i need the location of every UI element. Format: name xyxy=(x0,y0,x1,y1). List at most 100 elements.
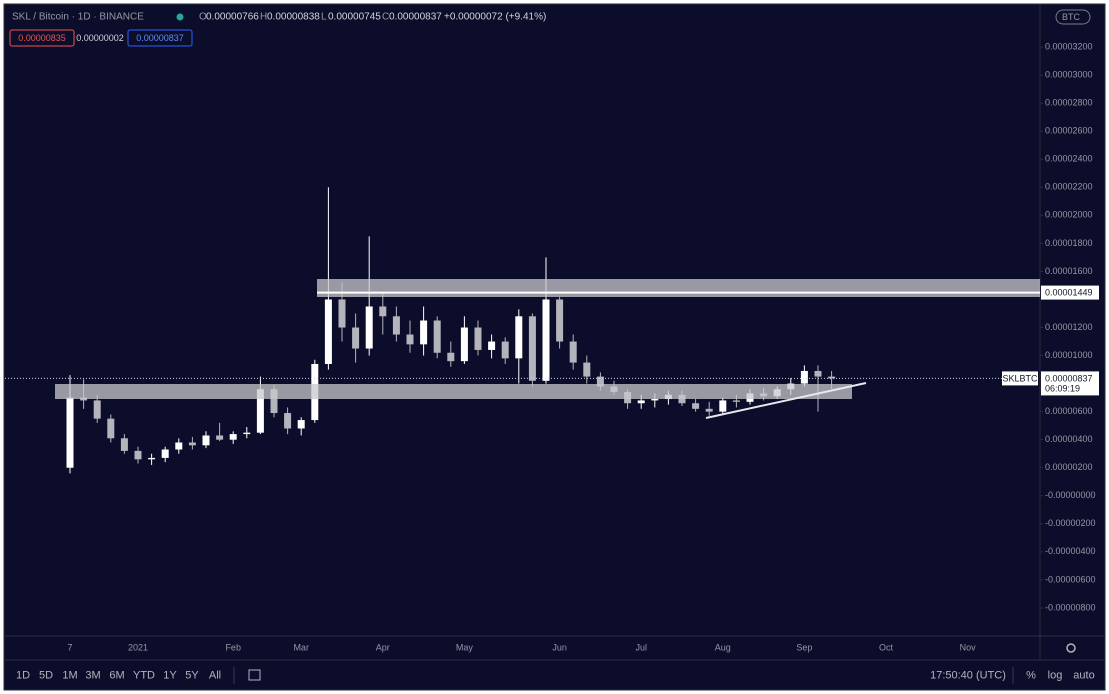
y-tick-label: 0.00002000 xyxy=(1045,210,1093,220)
ohlc-key: H xyxy=(260,12,267,23)
percent-toggle[interactable]: % xyxy=(1026,669,1036,681)
candle-body xyxy=(107,418,115,439)
y-tick-label: 0.00002800 xyxy=(1045,98,1093,108)
buy-box[interactable] xyxy=(127,29,193,47)
candle-body xyxy=(406,334,414,345)
candle-body xyxy=(528,316,536,381)
trend-line xyxy=(705,382,867,419)
resistance-zone xyxy=(317,279,1040,297)
candle-body xyxy=(732,400,740,402)
candle-body xyxy=(637,400,645,404)
candle-body xyxy=(420,320,428,345)
x-tick-label: Mar xyxy=(293,642,309,652)
range-button[interactable]: 5D xyxy=(39,669,53,681)
range-button[interactable]: 1D xyxy=(16,669,30,681)
candle-body xyxy=(814,370,822,377)
toolbar: 1D 5D 1M 3M 6M YTD 1Y 5Y All xyxy=(16,669,221,681)
x-tick-label: Nov xyxy=(960,642,977,652)
candle-body xyxy=(692,403,700,409)
y-tick-label: 0.00001200 xyxy=(1045,322,1093,332)
y-tick-label: 0.00003200 xyxy=(1045,41,1093,51)
candle-body xyxy=(433,320,441,353)
range-button[interactable]: All xyxy=(209,669,221,681)
x-tick-label: Aug xyxy=(715,642,731,652)
date-range-icon[interactable] xyxy=(248,669,261,681)
spread: 0.00000002 xyxy=(76,33,124,43)
candle-body xyxy=(569,341,577,363)
candle-body xyxy=(216,435,224,440)
candle-body xyxy=(120,438,128,451)
clock[interactable]: 17:50:40 (UTC) xyxy=(930,669,1006,681)
last-price-tag xyxy=(1041,371,1099,396)
candle-body xyxy=(134,450,142,460)
candle-body xyxy=(460,327,468,362)
x-tick-label: Jul xyxy=(635,642,647,652)
candle-body xyxy=(800,370,808,384)
candle-body xyxy=(324,299,332,364)
currency-badge[interactable] xyxy=(1055,9,1091,25)
settings-icon[interactable] xyxy=(1066,643,1076,653)
ohlc-value: 0.00000766 xyxy=(206,12,259,23)
candles xyxy=(66,187,836,474)
candle-body xyxy=(828,376,836,379)
candle-body xyxy=(651,399,659,401)
candle-body xyxy=(175,442,183,450)
range-button[interactable]: 1M xyxy=(62,669,77,681)
y-tick-label: 0.00000200 xyxy=(1045,462,1093,472)
candle-body xyxy=(596,376,604,387)
range-button[interactable]: 5Y xyxy=(185,669,199,681)
range-button[interactable]: YTD xyxy=(133,669,155,681)
range-button[interactable]: 6M xyxy=(109,669,124,681)
ohlc-value: 0.00000837 xyxy=(389,12,442,23)
range-button[interactable]: 3M xyxy=(85,669,100,681)
candle-body xyxy=(392,316,400,335)
y-tick-label: 0.00001800 xyxy=(1045,238,1093,248)
symbol[interactable]: SKL / Bitcoin · 1D · BINANCE xyxy=(12,12,144,23)
candle-body xyxy=(66,397,74,468)
currency[interactable]: BTC xyxy=(1062,12,1081,22)
y-tick-label: -0.00000400 xyxy=(1045,546,1096,556)
background xyxy=(3,3,1106,691)
x-tick-label: Jun xyxy=(552,642,567,652)
candle-body xyxy=(705,408,713,412)
candle-body xyxy=(365,306,373,349)
y-tick-label: -0.00000000 xyxy=(1045,490,1096,500)
candle-body xyxy=(719,400,727,412)
y-tick-label: 0.00002600 xyxy=(1045,126,1093,136)
buy-price[interactable]: 0.00000837 xyxy=(136,33,184,43)
log-toggle[interactable]: log xyxy=(1048,669,1063,681)
y-tick-label: -0.00000800 xyxy=(1045,602,1096,612)
ohlc-key: O xyxy=(199,12,207,23)
ohlc-value: 0.00000745 xyxy=(328,12,381,23)
candle-body xyxy=(161,449,169,458)
candle-body xyxy=(474,327,482,350)
y-tick-label: -0.00000600 xyxy=(1045,574,1096,584)
candle-body xyxy=(583,362,591,377)
range-button[interactable]: 1Y xyxy=(163,669,177,681)
candle-body xyxy=(284,413,292,429)
candle-body xyxy=(202,435,210,446)
auto-toggle[interactable]: auto xyxy=(1073,669,1094,681)
y-tick-label: 0.00002400 xyxy=(1045,154,1093,164)
candle-body xyxy=(188,442,196,446)
candle-body xyxy=(678,394,686,404)
candle-body xyxy=(243,432,251,435)
candle-body xyxy=(556,299,564,342)
x-tick-label: Feb xyxy=(225,642,241,652)
ohlc: O 0.00000766 H 0.00000838 L 0.00000745 C 0.0000… xyxy=(199,12,442,23)
x-tick-label: 2021 xyxy=(128,642,148,652)
support-zone xyxy=(55,384,852,399)
sell-box[interactable] xyxy=(9,29,75,47)
x-tick-label: Sep xyxy=(796,642,812,652)
sell-price[interactable]: 0.00000835 xyxy=(18,33,66,43)
candle-body xyxy=(270,389,278,414)
ohlc-key: C xyxy=(382,12,389,23)
candle-body xyxy=(297,420,305,429)
candle-body xyxy=(542,299,550,381)
status-dot xyxy=(176,13,184,21)
x-tick-label: May xyxy=(456,642,474,652)
price-line-label: 0.00001449 xyxy=(1045,287,1093,297)
x-tick-label: Oct xyxy=(879,642,894,652)
